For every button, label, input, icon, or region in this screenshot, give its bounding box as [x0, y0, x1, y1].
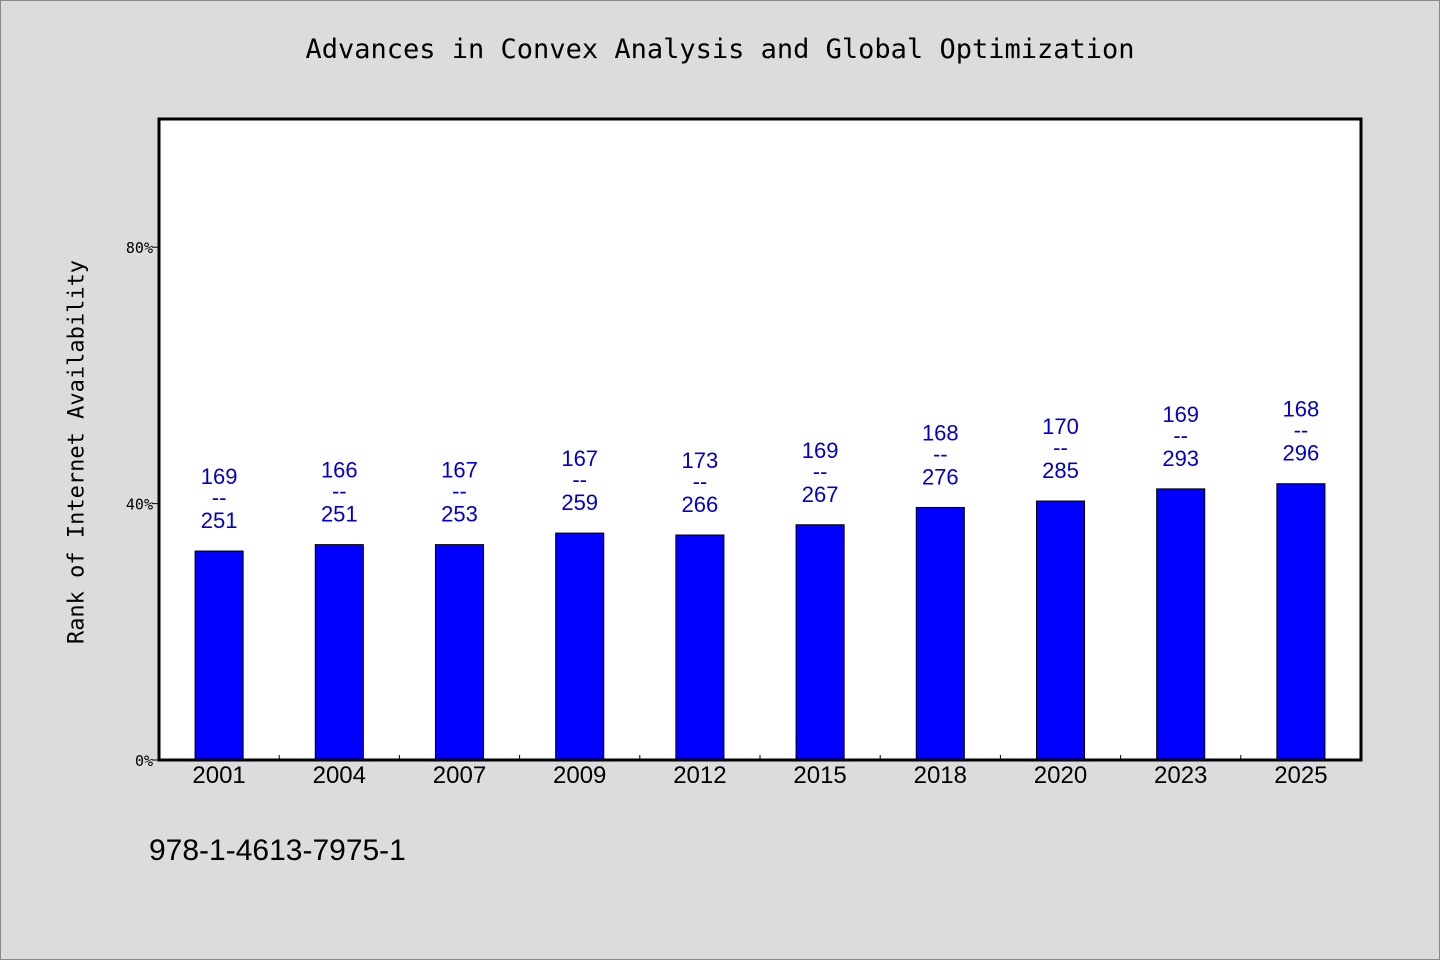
x-tick-label: 2015: [793, 762, 846, 789]
bar-2001: [194, 550, 244, 761]
data-label-separator: --: [693, 469, 708, 494]
chart-title: Advances in Convex Analysis and Global O…: [305, 34, 1135, 65]
plot-border: [157, 117, 1363, 762]
x-tick-label: 2023: [1154, 762, 1207, 789]
bar-2004: [314, 544, 364, 761]
data-label-top: 169: [201, 464, 238, 489]
data-label-separator: --: [813, 459, 828, 484]
data-label-bottom: 251: [201, 508, 238, 533]
bar-2025: [1276, 483, 1326, 761]
x-tick-label: 2018: [914, 762, 967, 789]
data-label-separator: --: [332, 479, 347, 504]
data-label-top: 167: [561, 446, 598, 471]
bar-2015: [795, 524, 845, 761]
x-tick-label: 2020: [1034, 762, 1087, 789]
data-label-separator: --: [933, 441, 948, 466]
bar-2012: [675, 534, 725, 761]
data-label-top: 170: [1042, 414, 1079, 439]
bar-2023: [1156, 488, 1206, 761]
data-label-top: 173: [682, 448, 719, 473]
data-label-bottom: 285: [1042, 458, 1079, 483]
y-tick-label: 80%: [126, 239, 153, 257]
data-label-bottom: 253: [441, 502, 478, 527]
x-tick-label: 2004: [313, 762, 366, 789]
x-tick-label: 2009: [553, 762, 606, 789]
data-label-top: 169: [802, 438, 839, 463]
data-label-top: 166: [321, 458, 358, 483]
data-label-bottom: 266: [682, 492, 719, 517]
y-tick-label: 0%: [135, 752, 153, 770]
data-label-bottom: 251: [321, 502, 358, 527]
x-tick-label: 2001: [192, 762, 245, 789]
data-label-top: 168: [922, 420, 959, 445]
data-label-separator: --: [572, 467, 587, 492]
data-label-separator: --: [212, 485, 227, 510]
x-tick-label: 2025: [1274, 762, 1327, 789]
data-label-separator: --: [1053, 435, 1068, 460]
data-label-top: 167: [441, 458, 478, 483]
data-label-bottom: 259: [561, 490, 598, 515]
bar-2020: [1035, 500, 1086, 761]
data-label-bottom: 293: [1162, 446, 1199, 471]
bar-2018: [915, 506, 965, 761]
bar-2009: [555, 532, 605, 761]
x-tick-label: 2012: [673, 762, 726, 789]
y-tick-label: 40%: [126, 496, 153, 514]
isbn-text: 978-1-4613-7975-1: [149, 834, 406, 867]
data-label-separator: --: [1294, 418, 1309, 443]
data-label-bottom: 267: [802, 482, 839, 507]
data-label-bottom: 296: [1283, 441, 1320, 466]
data-label-top: 168: [1283, 397, 1320, 422]
data-label-top: 169: [1162, 402, 1199, 427]
data-label-separator: --: [1173, 423, 1188, 448]
bar-2007: [434, 544, 485, 761]
x-tick-label: 2007: [433, 762, 486, 789]
data-label-bottom: 276: [922, 464, 959, 489]
data-label-separator: --: [452, 479, 467, 504]
